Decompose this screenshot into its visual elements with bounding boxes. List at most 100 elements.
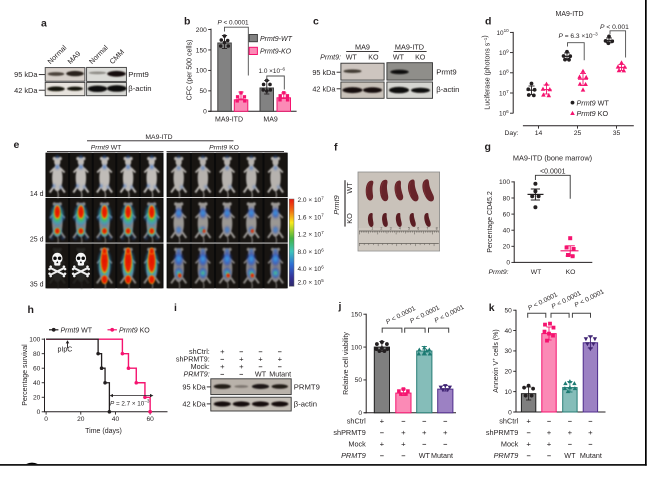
svg-text:MA9: MA9: [263, 116, 278, 123]
svg-text:108: 108: [499, 69, 509, 78]
svg-text:30: 30: [504, 348, 512, 355]
svg-text:2: 2: [380, 227, 382, 231]
svg-text:–: –: [239, 347, 243, 356]
svg-text:+: +: [380, 439, 385, 448]
svg-text:80: 80: [33, 351, 41, 358]
svg-text:WT: WT: [393, 54, 405, 62]
svg-text:4.0 × 106: 4.0 × 106: [298, 265, 325, 274]
svg-text:42 kDa: 42 kDa: [182, 399, 206, 408]
svg-text:150: 150: [196, 47, 207, 54]
svg-text:Annexin V+ cells (%): Annexin V+ cells (%): [491, 329, 500, 392]
svg-text:–: –: [259, 362, 263, 371]
svg-text:shPRMT9:: shPRMT9:: [176, 355, 210, 364]
svg-text:Mock: Mock: [501, 439, 519, 448]
svg-text:60: 60: [33, 366, 41, 373]
svg-text:100: 100: [196, 68, 207, 75]
svg-text:<0.0001: <0.0001: [540, 168, 566, 175]
svg-text:–: –: [401, 417, 405, 426]
svg-text:MA9-ITD: MA9-ITD: [395, 43, 424, 52]
svg-text:0: 0: [37, 409, 41, 416]
svg-text:60: 60: [146, 416, 154, 423]
svg-text:MA9-ITD: MA9-ITD: [215, 116, 243, 123]
svg-text:95 kDa: 95 kDa: [312, 68, 336, 77]
svg-text:c: c: [313, 15, 319, 27]
svg-text:Prmt9 WT: Prmt9 WT: [91, 145, 122, 152]
svg-text:+: +: [239, 362, 244, 371]
svg-text:Relative cell viability: Relative cell viability: [343, 332, 350, 395]
svg-text:Prmt9:: Prmt9:: [320, 54, 341, 62]
svg-text:–: –: [547, 417, 551, 426]
svg-text:+: +: [588, 428, 593, 437]
svg-text:35: 35: [613, 130, 621, 137]
svg-text:–: –: [220, 355, 224, 364]
svg-text:95 kDa: 95 kDa: [182, 382, 206, 391]
svg-text:40: 40: [112, 416, 120, 423]
svg-text:42 kDa: 42 kDa: [312, 84, 336, 93]
svg-text:KO: KO: [415, 54, 426, 62]
svg-text:200: 200: [196, 27, 207, 34]
svg-text:Mock:: Mock:: [191, 362, 210, 371]
svg-text:5: 5: [408, 227, 410, 231]
svg-text:100: 100: [351, 344, 362, 351]
svg-text:pIpC: pIpC: [58, 347, 73, 354]
svg-text:shPRMT9: shPRMT9: [486, 428, 518, 437]
svg-text:–: –: [568, 439, 572, 448]
svg-text:40: 40: [33, 380, 41, 387]
svg-text:–: –: [527, 428, 531, 437]
svg-text:Time (days): Time (days): [85, 428, 122, 435]
svg-text:Prmt9: Prmt9: [436, 68, 457, 77]
svg-text:40: 40: [504, 328, 512, 335]
svg-text:shCtrl: shCtrl: [347, 417, 366, 426]
svg-text:50: 50: [504, 308, 512, 315]
svg-text:MA9-ITD: MA9-ITD: [556, 11, 584, 18]
svg-text:80: 80: [503, 195, 511, 202]
svg-text:a: a: [41, 18, 47, 30]
svg-text:–: –: [422, 417, 426, 426]
svg-text:100: 100: [29, 336, 40, 343]
svg-text:+: +: [568, 428, 573, 437]
svg-text:–: –: [401, 451, 405, 460]
svg-text:d: d: [485, 15, 491, 27]
svg-text:Percentage survival: Percentage survival: [22, 344, 29, 406]
svg-text:0: 0: [506, 260, 510, 267]
svg-text:+: +: [547, 439, 552, 448]
svg-text:f: f: [334, 141, 338, 153]
svg-text:+: +: [220, 362, 225, 371]
svg-text:1.2 × 107: 1.2 × 107: [298, 230, 325, 239]
svg-text:g: g: [485, 141, 491, 153]
svg-text:h: h: [28, 304, 34, 316]
svg-text:WT: WT: [345, 182, 354, 194]
svg-text:k: k: [489, 302, 495, 314]
svg-text:Prmt9 KO: Prmt9 KO: [119, 328, 150, 335]
svg-text:42 kDa: 42 kDa: [14, 86, 38, 95]
svg-text:–: –: [422, 439, 426, 448]
svg-text:2.0 × 105: 2.0 × 105: [298, 278, 325, 287]
svg-text:+: +: [526, 417, 531, 426]
svg-text:–: –: [443, 439, 447, 448]
svg-text:–: –: [443, 417, 447, 426]
svg-text:8: 8: [436, 227, 438, 231]
svg-text:WT: WT: [531, 269, 542, 276]
svg-text:25 d: 25 d: [30, 236, 44, 243]
svg-text:–: –: [588, 439, 592, 448]
svg-text:j: j: [338, 301, 342, 313]
svg-text:b: b: [184, 16, 190, 28]
svg-text:WT: WT: [564, 451, 576, 460]
svg-text:–: –: [220, 369, 224, 378]
svg-text:20: 20: [504, 369, 512, 376]
svg-text:Prmt9: Prmt9: [332, 195, 341, 214]
svg-text:10: 10: [504, 389, 512, 396]
svg-text:Prmt9-WT: Prmt9-WT: [260, 36, 293, 43]
svg-text:–: –: [380, 428, 384, 437]
svg-text:150: 150: [351, 312, 362, 319]
svg-text:KO: KO: [566, 269, 576, 276]
svg-text:20: 20: [33, 395, 41, 402]
svg-text:14 d: 14 d: [30, 191, 44, 198]
svg-text:4: 4: [399, 227, 401, 231]
svg-text:+: +: [401, 439, 406, 448]
svg-text:i: i: [174, 302, 177, 314]
svg-text:KO: KO: [345, 213, 354, 224]
svg-text:MA9: MA9: [355, 43, 370, 52]
svg-text:Prmt9 WT: Prmt9 WT: [61, 328, 93, 335]
svg-text:60: 60: [503, 211, 511, 218]
